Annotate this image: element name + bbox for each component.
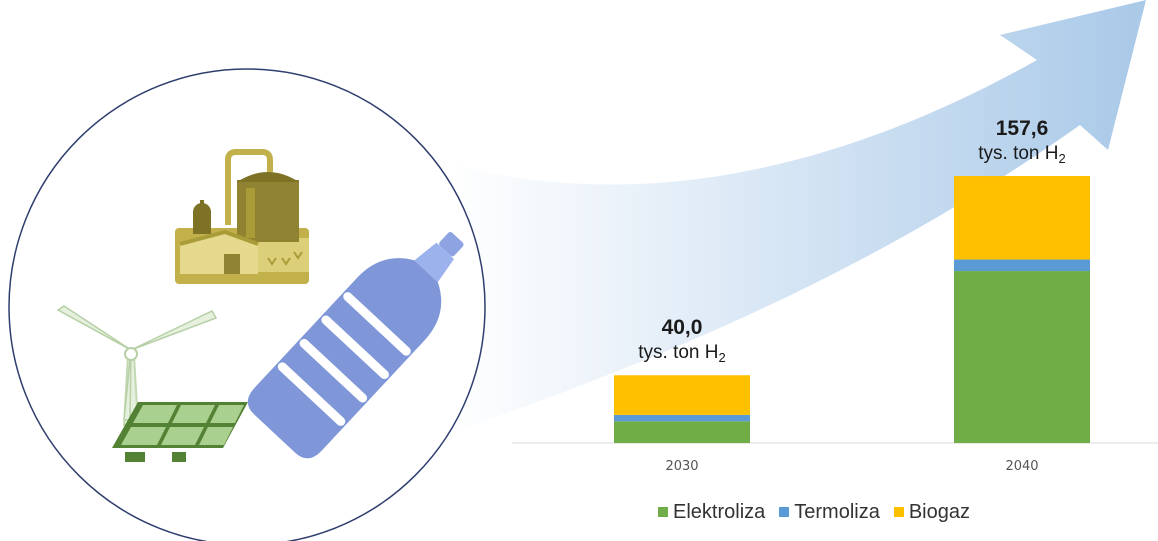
x-tick-2040: 2040 (1005, 459, 1039, 474)
total-unit: tys. ton H2 (978, 143, 1066, 166)
legend-label: Elektroliza (673, 500, 766, 523)
bar-termoliza-2030 (614, 414, 750, 422)
total-label-2030: 40,0 tys. ton H2 (592, 315, 772, 365)
legend-label: Termoliza (794, 500, 880, 523)
total-unit: tys. ton H2 (638, 342, 726, 366)
legend-swatch (893, 507, 904, 517)
total-value: 40,0 (661, 316, 703, 340)
bar-elektroliza-2030 (614, 421, 750, 443)
total-value: 157,6 (995, 117, 1049, 140)
bar-termoliza-2040 (954, 259, 1090, 272)
bar-biogaz-2040 (954, 176, 1090, 260)
legend-swatch (779, 507, 790, 517)
bars-layer (614, 176, 1090, 443)
legend-item-elektroliza: Elektroliza (658, 501, 765, 524)
legend-item-biogaz: Biogaz (893, 500, 970, 524)
legend-swatch (658, 507, 668, 517)
growth-arrow (445, 0, 1146, 435)
legend-item-termoliza: Termoliza (779, 501, 880, 524)
chart-legend: Elektroliza Termoliza Biogaz (658, 500, 970, 524)
biogas-plant-icon (175, 149, 309, 284)
wind-turbine-icon (56, 305, 218, 426)
plastic-bottle-icon (247, 232, 464, 459)
legend-label: Biogaz (908, 500, 970, 523)
bar-elektroliza-2040 (954, 271, 1090, 443)
x-tick-2030: 2030 (665, 459, 699, 474)
solar-panel-icon (112, 402, 248, 462)
total-label-2040: 157,6 tys. ton H2 (932, 116, 1112, 166)
bar-biogaz-2030 (614, 375, 750, 415)
